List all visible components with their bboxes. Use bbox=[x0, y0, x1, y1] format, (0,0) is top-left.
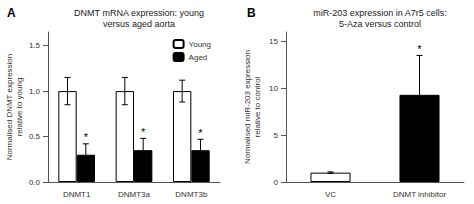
svg-text:1.0: 1.0 bbox=[29, 87, 41, 96]
svg-text:DNMT3a: DNMT3a bbox=[118, 190, 151, 199]
svg-text:relative to control: relative to control bbox=[253, 76, 262, 137]
svg-text:*: * bbox=[417, 43, 422, 55]
svg-text:Normalised miR-203 expression: Normalised miR-203 expression bbox=[243, 50, 252, 164]
svg-text:0.5: 0.5 bbox=[29, 132, 41, 141]
svg-text:Young: Young bbox=[189, 40, 211, 49]
svg-text:0.0: 0.0 bbox=[29, 178, 41, 187]
svg-text:DNMT3b: DNMT3b bbox=[175, 190, 208, 199]
svg-text:Aged: Aged bbox=[189, 53, 208, 62]
svg-text:15: 15 bbox=[269, 37, 278, 46]
svg-text:10: 10 bbox=[269, 84, 278, 93]
svg-text:relative to young: relative to young bbox=[15, 78, 24, 137]
svg-text:versus aged aorta: versus aged aorta bbox=[103, 19, 175, 29]
svg-text:VC: VC bbox=[325, 190, 336, 199]
svg-text:*: * bbox=[198, 127, 203, 139]
svg-text:DNMT mRNA expression: young: DNMT mRNA expression: young bbox=[74, 8, 204, 18]
svg-text:0: 0 bbox=[274, 178, 279, 187]
svg-text:DNMT1: DNMT1 bbox=[63, 190, 91, 199]
svg-text:*: * bbox=[141, 126, 146, 138]
svg-text:A: A bbox=[7, 6, 16, 20]
svg-text:1.5: 1.5 bbox=[29, 41, 41, 50]
svg-text:5-Aza versus control: 5-Aza versus control bbox=[339, 19, 421, 29]
svg-text:5: 5 bbox=[274, 131, 279, 140]
svg-text:miR-203 expression in A7r5 cel: miR-203 expression in A7r5 cells: bbox=[313, 8, 447, 18]
svg-text:B: B bbox=[247, 6, 256, 20]
svg-text:*: * bbox=[84, 131, 89, 143]
svg-text:DNMT inhibitor: DNMT inhibitor bbox=[393, 190, 447, 199]
svg-text:Normalised DNMT expression: Normalised DNMT expression bbox=[5, 54, 14, 161]
